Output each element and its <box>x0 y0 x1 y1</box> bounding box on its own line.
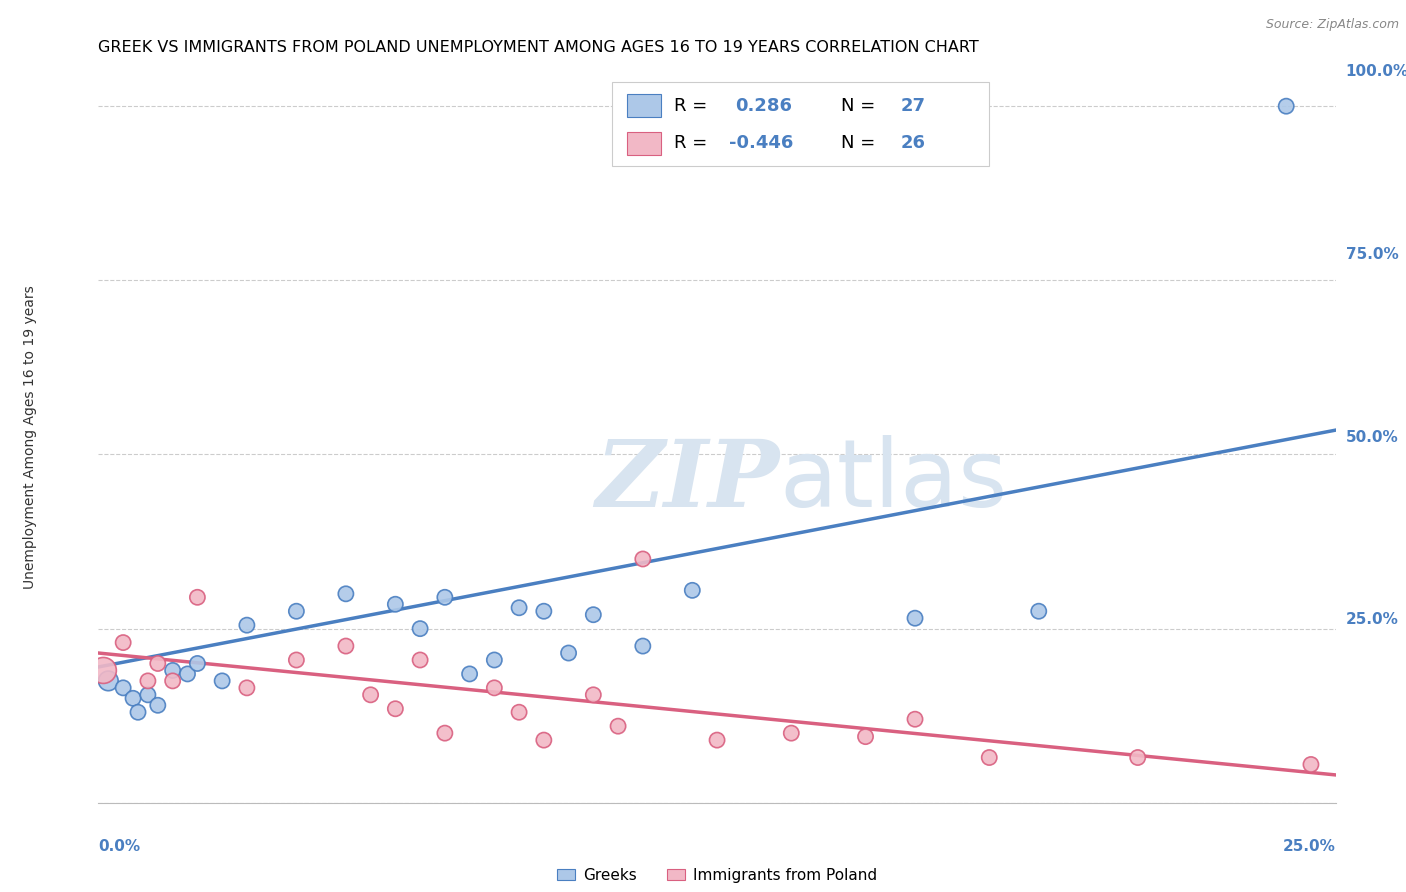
Point <box>236 681 259 695</box>
FancyBboxPatch shape <box>627 132 661 155</box>
Point <box>146 657 169 671</box>
Point <box>904 611 927 625</box>
Point <box>681 583 703 598</box>
Point <box>631 552 654 566</box>
Text: 27: 27 <box>900 96 925 115</box>
Point <box>360 688 382 702</box>
Point <box>855 730 877 744</box>
Point <box>458 667 481 681</box>
Point <box>557 646 579 660</box>
Point <box>508 705 530 719</box>
Text: 50.0%: 50.0% <box>1346 430 1399 444</box>
Text: 0.286: 0.286 <box>735 96 793 115</box>
Point <box>706 733 728 747</box>
Point <box>162 673 184 688</box>
Point <box>533 604 555 618</box>
Point <box>136 673 159 688</box>
Point <box>433 726 456 740</box>
Point <box>582 688 605 702</box>
Point <box>384 702 406 716</box>
Point <box>384 597 406 611</box>
Text: N =: N = <box>841 134 875 152</box>
Point <box>484 653 506 667</box>
Text: GREEK VS IMMIGRANTS FROM POLAND UNEMPLOYMENT AMONG AGES 16 TO 19 YEARS CORRELATI: GREEK VS IMMIGRANTS FROM POLAND UNEMPLOY… <box>98 40 979 55</box>
Point <box>136 688 159 702</box>
Point <box>285 604 308 618</box>
Point <box>1275 99 1298 113</box>
Point <box>484 681 506 695</box>
Point <box>631 639 654 653</box>
Point <box>979 750 1001 764</box>
Point <box>335 639 357 653</box>
Text: 26: 26 <box>900 134 925 152</box>
Point <box>93 664 115 678</box>
Point <box>211 673 233 688</box>
Point <box>533 733 555 747</box>
Legend: Greeks, Immigrants from Poland: Greeks, Immigrants from Poland <box>557 868 877 883</box>
Point <box>97 673 120 688</box>
Point <box>904 712 927 726</box>
Point <box>112 635 135 649</box>
Text: N =: N = <box>841 96 875 115</box>
Text: Unemployment Among Ages 16 to 19 years: Unemployment Among Ages 16 to 19 years <box>24 285 38 589</box>
Point <box>1028 604 1050 618</box>
Point <box>780 726 803 740</box>
Text: 0.0%: 0.0% <box>98 839 141 855</box>
Point <box>508 600 530 615</box>
Point <box>607 719 630 733</box>
Point <box>1299 757 1322 772</box>
Point <box>186 591 208 605</box>
Text: R =: R = <box>673 96 707 115</box>
Text: Source: ZipAtlas.com: Source: ZipAtlas.com <box>1265 18 1399 31</box>
Text: -0.446: -0.446 <box>730 134 794 152</box>
Point <box>122 691 145 706</box>
FancyBboxPatch shape <box>612 82 990 167</box>
Point <box>409 653 432 667</box>
Point <box>127 705 149 719</box>
Text: R =: R = <box>673 134 707 152</box>
Point <box>1126 750 1149 764</box>
Point <box>433 591 456 605</box>
Point <box>236 618 259 632</box>
Text: atlas: atlas <box>779 435 1007 527</box>
Point <box>335 587 357 601</box>
FancyBboxPatch shape <box>627 94 661 118</box>
Point <box>409 622 432 636</box>
Text: ZIP: ZIP <box>595 436 779 526</box>
Text: 75.0%: 75.0% <box>1346 247 1399 261</box>
Point <box>285 653 308 667</box>
Point <box>186 657 208 671</box>
Text: 100.0%: 100.0% <box>1346 64 1406 78</box>
Point <box>176 667 198 681</box>
Point <box>582 607 605 622</box>
Text: 25.0%: 25.0% <box>1346 613 1399 627</box>
Point <box>112 681 135 695</box>
Text: 25.0%: 25.0% <box>1282 839 1336 855</box>
Point <box>162 664 184 678</box>
Point <box>146 698 169 713</box>
